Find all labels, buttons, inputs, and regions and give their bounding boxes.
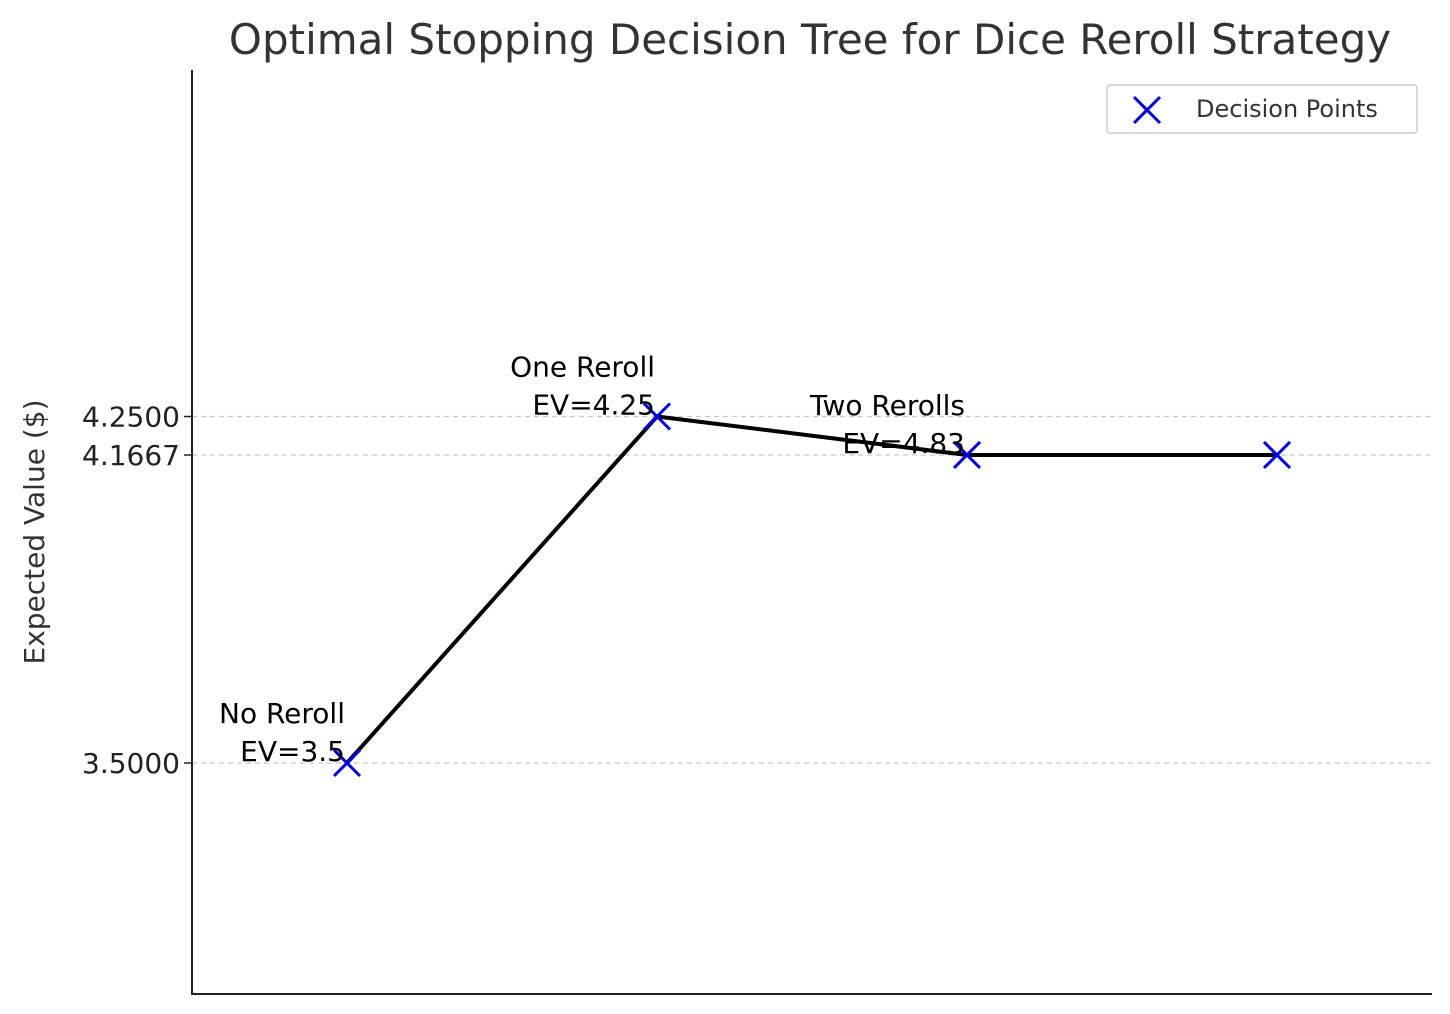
legend-frame bbox=[1106, 84, 1418, 134]
marker-stroke bbox=[952, 440, 982, 470]
chart-title: Optimal Stopping Decision Tree for Dice … bbox=[229, 15, 1391, 64]
legend: Decision Points bbox=[1106, 84, 1418, 134]
y-ticks: 3.5000 4.1667 4.2500 bbox=[82, 401, 192, 780]
y-tick-label: 4.1667 bbox=[82, 439, 180, 472]
legend-marker bbox=[1132, 95, 1162, 125]
legend-entry-decision-points: Decision Points bbox=[1196, 95, 1378, 123]
y-tick-label: 3.5000 bbox=[82, 747, 180, 780]
decision-point-marker bbox=[642, 402, 672, 431]
marker-stroke bbox=[1262, 440, 1292, 470]
y-tick-label: 4.2500 bbox=[82, 401, 180, 434]
annotation-label: One Reroll bbox=[510, 351, 655, 384]
annotation-value: EV=4.25 bbox=[532, 389, 655, 422]
decision-point-marker bbox=[952, 440, 982, 470]
grid bbox=[192, 415, 1432, 764]
ev-line bbox=[345, 414, 1277, 765]
annotations: No Reroll EV=3.5 One Reroll EV=4.25 Two Rero… bbox=[219, 351, 965, 769]
series bbox=[332, 402, 1292, 778]
y-axis-label: Expected Value ($) bbox=[18, 400, 51, 665]
marker-stroke bbox=[1132, 95, 1162, 125]
decision-point-marker bbox=[332, 748, 362, 778]
annotation-label: Two Rerolls bbox=[809, 389, 965, 422]
annotation-label: No Reroll bbox=[219, 697, 345, 730]
marker-stroke bbox=[332, 748, 362, 778]
marker-stroke bbox=[642, 402, 672, 431]
decision-point-marker bbox=[1262, 440, 1292, 470]
annotation-value: EV=4.83 bbox=[842, 427, 965, 460]
legend-marker-x-icon bbox=[1132, 95, 1162, 125]
annotation-value: EV=3.5 bbox=[240, 735, 345, 768]
